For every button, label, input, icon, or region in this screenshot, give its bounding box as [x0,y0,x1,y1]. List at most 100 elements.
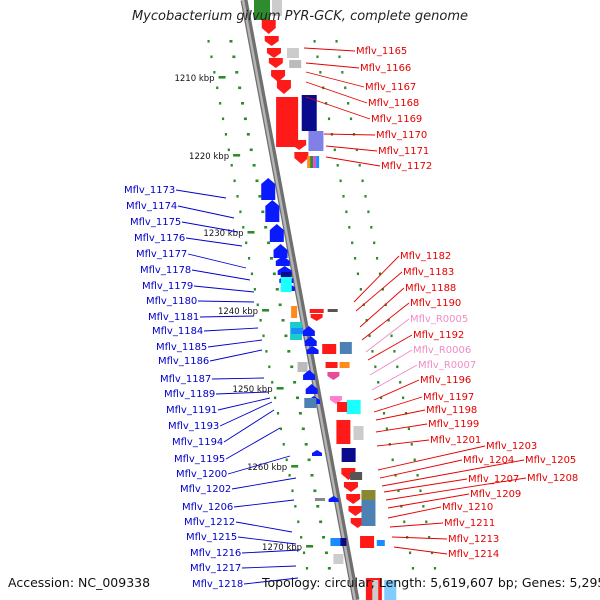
tick-mark [291,489,294,493]
tick-mark [344,86,347,90]
gene-label-connector [217,397,271,411]
gene-block [376,540,385,546]
tick-mark [333,148,336,152]
forward-gene-label: Mflv_1166 [360,63,411,74]
reverse-gene-label: Mflv_1200 [176,469,227,480]
gene-arrow [271,70,286,82]
tick-mark [365,319,368,322]
tick-mark [216,86,219,90]
gene-label-connector [371,364,418,391]
tick-mark [394,474,397,477]
gene-arrow [268,58,283,68]
tick-mark [368,334,371,338]
gene-arrow [348,506,363,516]
forward-gene-label: Mflv_1207 [468,474,519,485]
gene-block [304,398,317,408]
tick-mark [381,288,384,291]
scale-tick [247,231,255,234]
tick-mark [391,458,394,462]
tick-mark [243,117,247,121]
gene-label-connector [185,237,243,247]
gene-block [360,536,375,548]
gene-block [372,580,379,600]
tick-mark [267,241,271,245]
gene-label-connector [387,493,470,509]
tick-mark [403,520,406,524]
gene-label-connector [241,565,297,569]
tick-mark [275,288,279,291]
forward-gene-label: Mflv_1214 [448,549,499,560]
tick-mark [407,427,410,431]
gene-arrow [261,178,276,200]
gene-label-connector [377,445,486,471]
tick-mark [281,319,285,322]
gene-block [297,362,308,372]
forward-gene-label: Mflv_1205 [525,455,576,466]
forward-gene-label: Mflv_1170 [376,130,427,141]
gene-block [353,426,364,440]
gene-label-connector [375,423,428,433]
gene-block [346,400,361,414]
tick-mark [374,365,377,369]
tick-mark [413,458,416,462]
tick-mark [336,164,339,167]
gene-block [286,48,299,58]
gene-block [316,156,320,168]
scale-tick [291,465,299,468]
gene-block [272,0,282,16]
gene-label-connector [203,327,259,332]
tick-mark [250,272,254,276]
gene-block [325,362,338,368]
gene-label-connector [367,334,413,361]
gene-arrow [294,152,309,164]
tick-mark [279,427,282,431]
tick-mark [264,226,268,229]
reverse-gene-label: Mflv_1195 [174,454,225,465]
gene-features [254,0,397,600]
forward-gene-label: Mflv_1171 [378,146,429,157]
tick-mark [294,505,297,508]
gene-block [327,309,338,312]
tick-mark [297,520,300,524]
scale-label: 1220 kbp [189,152,229,162]
gene-block [384,580,397,600]
gene-label-connector [209,349,263,362]
tick-mark [400,505,403,508]
tick-mark [359,288,362,291]
gene-block [314,498,325,501]
reverse-gene-label: Mflv_1202 [180,484,231,495]
reverse-gene-label: Mflv_1193 [168,421,219,432]
tick-mark [239,210,242,214]
tick-mark [274,396,277,400]
forward-gene-label: Mflv_1192 [413,330,464,341]
tick-mark [236,195,239,198]
forward-gene-label: Mflv_1201 [430,435,481,446]
forward-gene-label: Mflv_1198 [426,405,477,416]
scale-tick [233,154,241,157]
reverse-gene-label: Mflv_1189 [164,389,215,400]
tick-mark [351,241,354,245]
gene-label-connector [237,536,297,545]
reverse-gene-label: Mflv_1215 [186,532,237,543]
gene-block [339,342,352,354]
tick-mark [410,443,413,446]
gene-arrow [265,200,280,222]
gene-arrow [304,336,317,346]
tick-mark [313,489,317,493]
gene-block [330,538,345,546]
gene-label-connector [325,145,378,152]
gene-label-connector [187,253,247,269]
tick-mark [425,520,428,524]
tick-mark [241,102,245,105]
tick-mark [373,241,376,245]
tick-mark [347,102,350,105]
gene-label-connector [235,521,293,533]
tick-mark [339,179,342,183]
gene-arrow [343,482,358,492]
tick-mark [293,381,297,384]
accession-text: Accession: NC_009338 [8,575,151,590]
tick-mark [428,536,431,539]
reverse-gene-label: Mflv_1206 [182,502,233,513]
tick-mark [304,443,308,446]
